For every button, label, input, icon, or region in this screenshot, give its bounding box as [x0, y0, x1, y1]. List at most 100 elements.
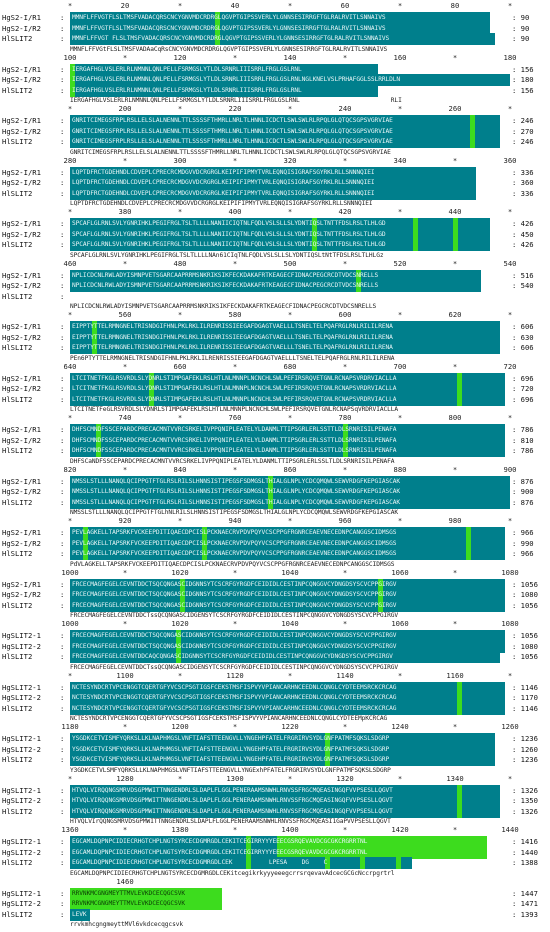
ruler-mark: * — [232, 52, 238, 62]
identity-shading — [70, 589, 506, 601]
ruler-mark: 20 — [120, 1, 130, 10]
similarity-shading — [360, 857, 366, 869]
consensus-line: NCTESYNDCRTVPCENGGTCQERTGFYVCSCPSGTIGSFC… — [70, 715, 388, 722]
sequence-residues: HTVQLVIRQQNGSMRVDSGPMWITTNNGENDRLSLDAPLF… — [72, 797, 393, 804]
identity-shading — [70, 125, 501, 138]
similarity-shading — [215, 22, 221, 35]
sequence-end-position: : 180 — [512, 75, 534, 84]
separator: : — [60, 641, 65, 651]
similarity-shading — [470, 136, 476, 148]
sequence-end-position: : 426 — [512, 219, 534, 228]
ruler-mark: * — [287, 670, 293, 680]
sequence-name: HgS2-I/R1 — [2, 270, 41, 280]
sequence-name: HgS2-I/R1 — [2, 167, 41, 177]
identity-shading — [70, 372, 506, 385]
sequence-end-position: : 336 — [512, 188, 534, 198]
similarity-shading — [413, 239, 419, 251]
sequence-end-position: : 1146 — [512, 703, 538, 713]
similarity-shading — [83, 537, 89, 550]
sequence-row: HgSLIT2-1: FRCECMAGFEGELCEVNTDDCTSQCQNGAS… — [0, 629, 550, 643]
ruler-mark: 1360 — [61, 825, 79, 834]
sequence-name: HgS2-I/R2 — [2, 75, 41, 84]
ruler-mark: * — [452, 258, 458, 268]
alignment-block: 1360 * 1380 * 1400 * 1420 * 1440 HgSLIT2-1: EGCAML… — [0, 825, 550, 907]
similarity-shading — [457, 795, 463, 807]
ruler-mark: 260 — [448, 104, 462, 113]
sequence-end-position: : 1447 — [512, 888, 538, 898]
sequence-end-position: : 1471 — [512, 899, 538, 908]
identity-shading — [70, 805, 501, 818]
sequence-end-position: : 246 — [512, 137, 534, 146]
separator: : — [60, 785, 65, 795]
sequence-name: HgSLIT2-2 — [2, 744, 41, 754]
consensus-line: EGCAMLDQPNPCIDIECRHGTCHPLNGTSYRCECDGMRGD… — [70, 869, 395, 877]
consensus-line: MMNFLFFVGtFLSLTMSFVADAaCqRsCNCYGNVMDCRDR… — [70, 45, 388, 53]
similarity-shading — [457, 784, 463, 797]
sequence-name: HgS2-I/R1 — [2, 13, 41, 22]
similarity-shading — [92, 331, 97, 344]
consensus-line: FRCECMAGFEGELCEVNTDDCTssQCQNGASCIDGENSYT… — [70, 663, 399, 671]
ruler-mark: * — [342, 464, 348, 474]
separator: : — [60, 229, 65, 239]
sequence-track — [70, 548, 510, 560]
sequence-row: HgS2-I/R1: EIPPTYTTELRMNGNELTRISNDGIFHNLP… — [0, 320, 550, 334]
separator: : — [60, 549, 65, 558]
identity-shading — [70, 383, 506, 395]
sequence-name: HlSLIT2 — [2, 291, 33, 301]
sequence-row: HgS2-I/R1: IERGAFHGLVSLERLRLNMNNLQNLPELLF… — [0, 63, 550, 77]
ruler-mark: * — [507, 207, 513, 216]
ruler-mark: 880 — [393, 464, 407, 474]
sequence-track — [70, 177, 510, 189]
similarity-shading — [356, 280, 361, 292]
ruler-mark: 900 — [503, 464, 517, 474]
consensus-line: NMSSLSTLLLNANQLQCIPPGTFTGLhNLRILSLHNNSIS… — [70, 509, 399, 516]
consensus-line: DHFSCaNDFSSCEPARDCPRECACMNTVVRCSRKELIVPP… — [70, 457, 395, 465]
ruler-mark: * — [177, 773, 183, 783]
sequence-row: HlSLIT2: NMSSLSTLLLNANQLQCIPPGTFTGLRSLRIL… — [0, 496, 550, 510]
identity-shading — [70, 22, 491, 35]
similarity-shading — [466, 527, 471, 539]
sequence-residues: NMSSLSTLLLNANQLQCIPPGTFTGLRSLRILSLHNNSIS… — [72, 488, 401, 495]
sequence-end-position: : 336 — [512, 167, 534, 177]
similarity-shading — [457, 805, 463, 818]
sequence-name: HgSLIT2-1 — [2, 837, 41, 846]
ruler-mark: * — [232, 258, 238, 268]
ruler-mark: * — [67, 670, 73, 680]
identity-shading — [70, 239, 491, 251]
sequence-row: HlSLIT2: EIPPTYTTELRMNGNELTRISNDGIFHNLPKL… — [0, 341, 550, 355]
alignment-block: 1000 * 1020 * 1040 * 1060 * 1080 HgSLIT2-1: FRCECM… — [0, 619, 550, 701]
ruler-mark: 480 — [173, 258, 187, 268]
sequence-row: HgSLIT2-2: YSGDKCETVISMFYQRKSLLKLNAPHMGSL… — [0, 743, 550, 757]
similarity-shading — [70, 887, 222, 900]
sequence-row: HgSLIT2-1: HTVQLVIRQQNGSMRVDSGPMWITTNNGEN… — [0, 784, 550, 798]
sequence-track — [70, 651, 510, 663]
separator: : — [60, 23, 65, 33]
sequence-end-position: : 606 — [512, 343, 534, 352]
similarity-shading — [378, 599, 383, 612]
separator: : — [60, 796, 65, 805]
sequence-end-position: : 90 — [512, 13, 530, 22]
separator: : — [60, 332, 65, 342]
separator: : — [60, 291, 65, 301]
ruler-mark: * — [122, 567, 128, 577]
sequence-track — [70, 836, 510, 848]
consensus-line: PdVLAGKELLTAPSRKFVCKEEPDITIQAECDPCISLPCK… — [70, 560, 395, 568]
ruler-mark: * — [67, 310, 73, 319]
ruler-mark: 540 — [503, 258, 517, 268]
sequence-name: HgS2-I/R1 — [2, 579, 41, 589]
ruler-mark: 1460 — [116, 876, 134, 886]
identity-shading — [70, 496, 510, 509]
ruler-mark: 420 — [338, 207, 352, 216]
separator: : — [60, 888, 65, 898]
sequence-end-position: : 90 — [512, 34, 530, 43]
similarity-shading — [246, 846, 251, 859]
alignment-block: * 1280 * 1300 * 1320 * 1340 * HgSLIT2-1: HTVQLVIRQ… — [0, 774, 550, 856]
sequence-name: HgS2-I/R2 — [2, 332, 41, 342]
sequence-track — [70, 887, 510, 900]
ruler-mark: 940 — [228, 516, 242, 525]
separator: : — [60, 85, 65, 95]
ruler-mark: 1100 — [116, 670, 134, 680]
alignment-block: * 920 * 940 * 960 * 980 * HgS2-I/R1: PEVLAGKELLTAP… — [0, 516, 550, 598]
sequence-name: HgSLIT2-1 — [2, 682, 41, 692]
